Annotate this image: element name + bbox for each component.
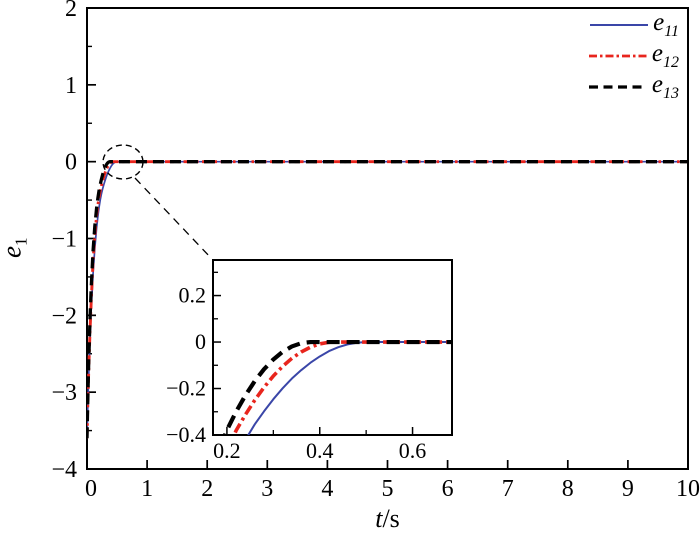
legend-line-sample [590, 23, 649, 26]
y-tick-label: −4 [51, 457, 77, 483]
x-tick-label: 5 [382, 476, 394, 502]
inset-axes-frame [212, 259, 453, 436]
legend-item-e12: e12 [588, 39, 679, 71]
x-tick-label: 9 [622, 476, 634, 502]
inset-y-tick-label: −0.4 [166, 422, 206, 447]
x-axis-label: t/s [87, 504, 688, 534]
inset-y-tick-label: 0 [195, 329, 206, 354]
y-tick-label: −1 [51, 227, 77, 253]
x-axis-label-symbol: t [375, 504, 383, 533]
legend-line-sample [588, 54, 647, 57]
inset-curves [222, 339, 452, 435]
main-curves [87, 160, 688, 439]
callout-leader-line [134, 177, 213, 260]
legend: e11 e12 e13 [588, 9, 679, 102]
x-tick-label: 7 [502, 476, 514, 502]
y-tick-label: −3 [51, 380, 77, 406]
inset-axis-tick-labels: 0.2 0.4 0.6 0.2 0 −0.2 −0.4 [166, 283, 426, 463]
y-axis-label: e1 [0, 208, 32, 288]
legend-line-sample [588, 84, 647, 89]
inset-x-tick-label: 0.6 [399, 438, 427, 463]
legend-label: e11 [653, 8, 679, 40]
x-tick-label: 0 [85, 476, 97, 502]
inset-x-tick-label: 0.4 [306, 438, 334, 463]
inset-y-tick-label: 0.2 [179, 283, 207, 308]
x-tick-label: 2 [201, 476, 213, 502]
y-tick-label: 1 [65, 73, 77, 99]
x-tick-label: 6 [442, 476, 454, 502]
x-tick-label: 4 [321, 476, 333, 502]
curve-e11 [247, 341, 452, 435]
y-axis-label-symbol: e [0, 246, 26, 258]
y-tick-label: 0 [65, 150, 77, 176]
curve-e13 [87, 160, 688, 439]
y-tick-label: 2 [65, 0, 77, 22]
inset-axis-ticks [213, 271, 414, 436]
x-axis-label-unit: /s [382, 504, 400, 533]
callout-circle [102, 144, 144, 180]
inset-x-tick-label: 0.2 [213, 438, 241, 463]
legend-label: e12 [651, 39, 679, 71]
inset-y-tick-label: −0.2 [166, 376, 206, 401]
legend-item-e11: e11 [589, 9, 679, 40]
x-tick-label: 3 [261, 476, 273, 502]
legend-label: e13 [651, 70, 679, 102]
x-tick-label: 8 [562, 476, 574, 502]
y-tick-label: −2 [51, 303, 77, 329]
x-tick-label: 10 [676, 476, 700, 502]
y-axis-label-subscript: 1 [11, 237, 31, 246]
x-tick-label: 1 [141, 476, 153, 502]
legend-item-e13: e13 [588, 70, 679, 102]
